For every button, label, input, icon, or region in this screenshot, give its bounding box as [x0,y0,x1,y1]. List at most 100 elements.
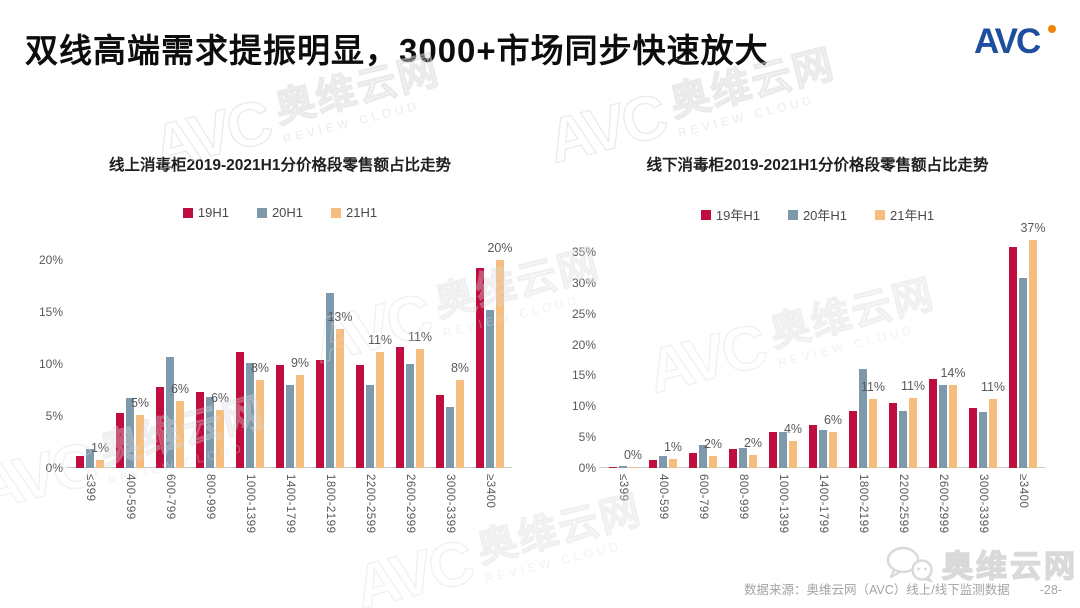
data-label: 6% [170,382,190,397]
bar-20年H1-≥3400 [1019,277,1027,468]
legend-item-20H1: 20H1 [256,205,303,220]
y-axis-tick-label: 5% [578,430,596,445]
bar-19H1-600-799 [156,386,164,468]
x-axis-category-label: 1000-1399 [244,474,256,534]
bar-21年H1-1800-2199 [869,398,877,468]
bar-19H1-1800-2199 [316,359,324,468]
chart-offline-plot: 0% 5% 10% 15% 20% 25% 30% 35% 0% ≤399 1% 400-599 2% 6… [572,222,1046,534]
avc-logo-text: AVC [974,22,1041,61]
bar-20H1-2200-2599 [366,384,374,468]
bar-21年H1-400-599 [669,459,677,468]
bar-21H1-2200-2599 [376,351,384,468]
x-axis-category-label: 1800-2199 [857,474,869,534]
bar-21年H1-≤399 [629,467,637,468]
data-label: 8% [450,360,470,375]
bar-20年H1-400-599 [659,456,667,468]
bar-19H1-1000-1399 [236,351,244,468]
bar-21H1-3000-3399 [456,379,464,468]
bar-21年H1-1000-1399 [789,440,797,468]
legend-label: 21年H1 [890,208,935,223]
bar-19H1-2600-2999 [396,347,404,468]
y-axis-tick-label: 35% [571,245,596,259]
bar-19H1-400-599 [116,412,124,468]
bar-20H1-3000-3399 [446,406,454,468]
y-axis-tick-label: 0% [578,461,596,475]
watermark-latin-text: REVIEW CLOUD [281,98,422,147]
bar-21H1-800-999 [216,409,224,468]
bar-21H1-1000-1399 [256,379,264,468]
bar-19年H1-1800-2199 [849,411,857,468]
bar-19H1-1400-1799 [276,365,284,468]
legend-item-19H1: 19H1 [182,205,229,220]
legend-swatch-icon [256,207,267,218]
x-axis-category-label: ≥3400 [1017,474,1029,509]
x-axis-category-label: ≤399 [617,474,629,502]
data-label: 8% [250,360,270,375]
legend-label: 21H1 [346,205,378,220]
legend-swatch-icon [787,209,798,220]
bar-19H1-800-999 [196,392,204,468]
bar-19年H1-600-799 [689,453,697,468]
y-axis-tick-label: 5% [45,409,63,423]
bar-20年H1-800-999 [739,448,747,468]
bar-20H1-1000-1399 [246,362,254,468]
x-axis-category-label: 2200-2599 [364,474,376,534]
legend-item-21年H1: 21年H1 [875,205,934,224]
y-axis-tick-label: 10% [38,357,63,371]
watermark-latin-text: REVIEW CLOUD [676,92,817,141]
bar-20年H1-2600-2999 [939,385,947,468]
x-axis-category-label: 1000-1399 [777,474,789,534]
bar-19年H1-2200-2599 [889,402,897,468]
data-label: 6% [823,412,843,427]
bar-21年H1-2200-2599 [909,397,917,468]
avc-logo: AVC [974,22,1056,64]
bar-19H1-≥3400 [476,268,484,468]
data-label: 1% [663,440,683,455]
bar-21H1-600-799 [176,401,184,468]
legend-item-19年H1: 19年H1 [700,205,760,224]
y-axis-tick-label: 20% [38,253,63,267]
bar-20H1-600-799 [166,356,174,468]
legend-label: 20年H1 [802,208,848,223]
data-label: 11% [860,379,886,394]
chart-offline: 线下消毒柜2019-2021H1分价格段零售额占比走势 19年H1 20年H1 21… [565,148,1070,593]
bar-21H1-2600-2999 [416,349,424,468]
y-axis-tick-label: 30% [571,275,596,290]
data-label: 20% [487,241,513,255]
legend-label: 19H1 [197,205,229,220]
bar-21H1-1400-1799 [296,375,304,468]
bar-19年H1-1000-1399 [769,431,777,468]
bar-20H1-1800-2199 [326,293,334,468]
y-axis-tick-label: 15% [571,368,596,383]
x-axis-category-label: 2200-2599 [897,474,909,534]
avc-logo-dot-icon [1048,25,1056,33]
data-label: 2% [703,437,723,452]
data-label: 11% [980,379,1006,394]
chart-online-legend: 19H1 20H1 21H1 [30,205,530,220]
bar-19年H1-≥3400 [1009,247,1017,468]
footer: 数据来源：奥维云网（AVC）线上/线下监测数据 -28- [744,579,1062,598]
bar-20H1-400-599 [126,398,134,468]
data-label: 9% [290,356,310,371]
legend-label: 19年H1 [715,208,760,223]
bar-21H1-1800-2199 [336,328,344,468]
bar-19年H1-1400-1799 [809,425,817,468]
chart-online-title: 线上消毒柜2019-2021H1分价格段零售额占比走势 [109,157,451,174]
y-axis-tick-label: 0% [45,461,63,475]
x-axis-category-label: 1800-2199 [324,474,336,534]
data-label: 1% [90,440,110,455]
bar-20年H1-1400-1799 [819,430,827,468]
bar-21年H1-1400-1799 [829,431,837,468]
legend-item-20年H1: 20年H1 [787,205,848,224]
y-axis-tick-label: 25% [571,306,596,321]
legend-swatch-icon [182,207,193,218]
page-number: -28- [1039,583,1062,597]
bar-20H1-≤399 [86,449,94,468]
x-axis-category-label: ≥3400 [484,474,496,509]
x-axis-category-label: 400-599 [124,474,136,520]
chart-offline-legend: 19年H1 20年H1 21年H1 [565,205,1070,224]
bar-19年H1-≤399 [609,466,617,468]
bar-20H1-800-999 [206,397,214,468]
x-axis-category-label: 400-599 [657,474,669,520]
